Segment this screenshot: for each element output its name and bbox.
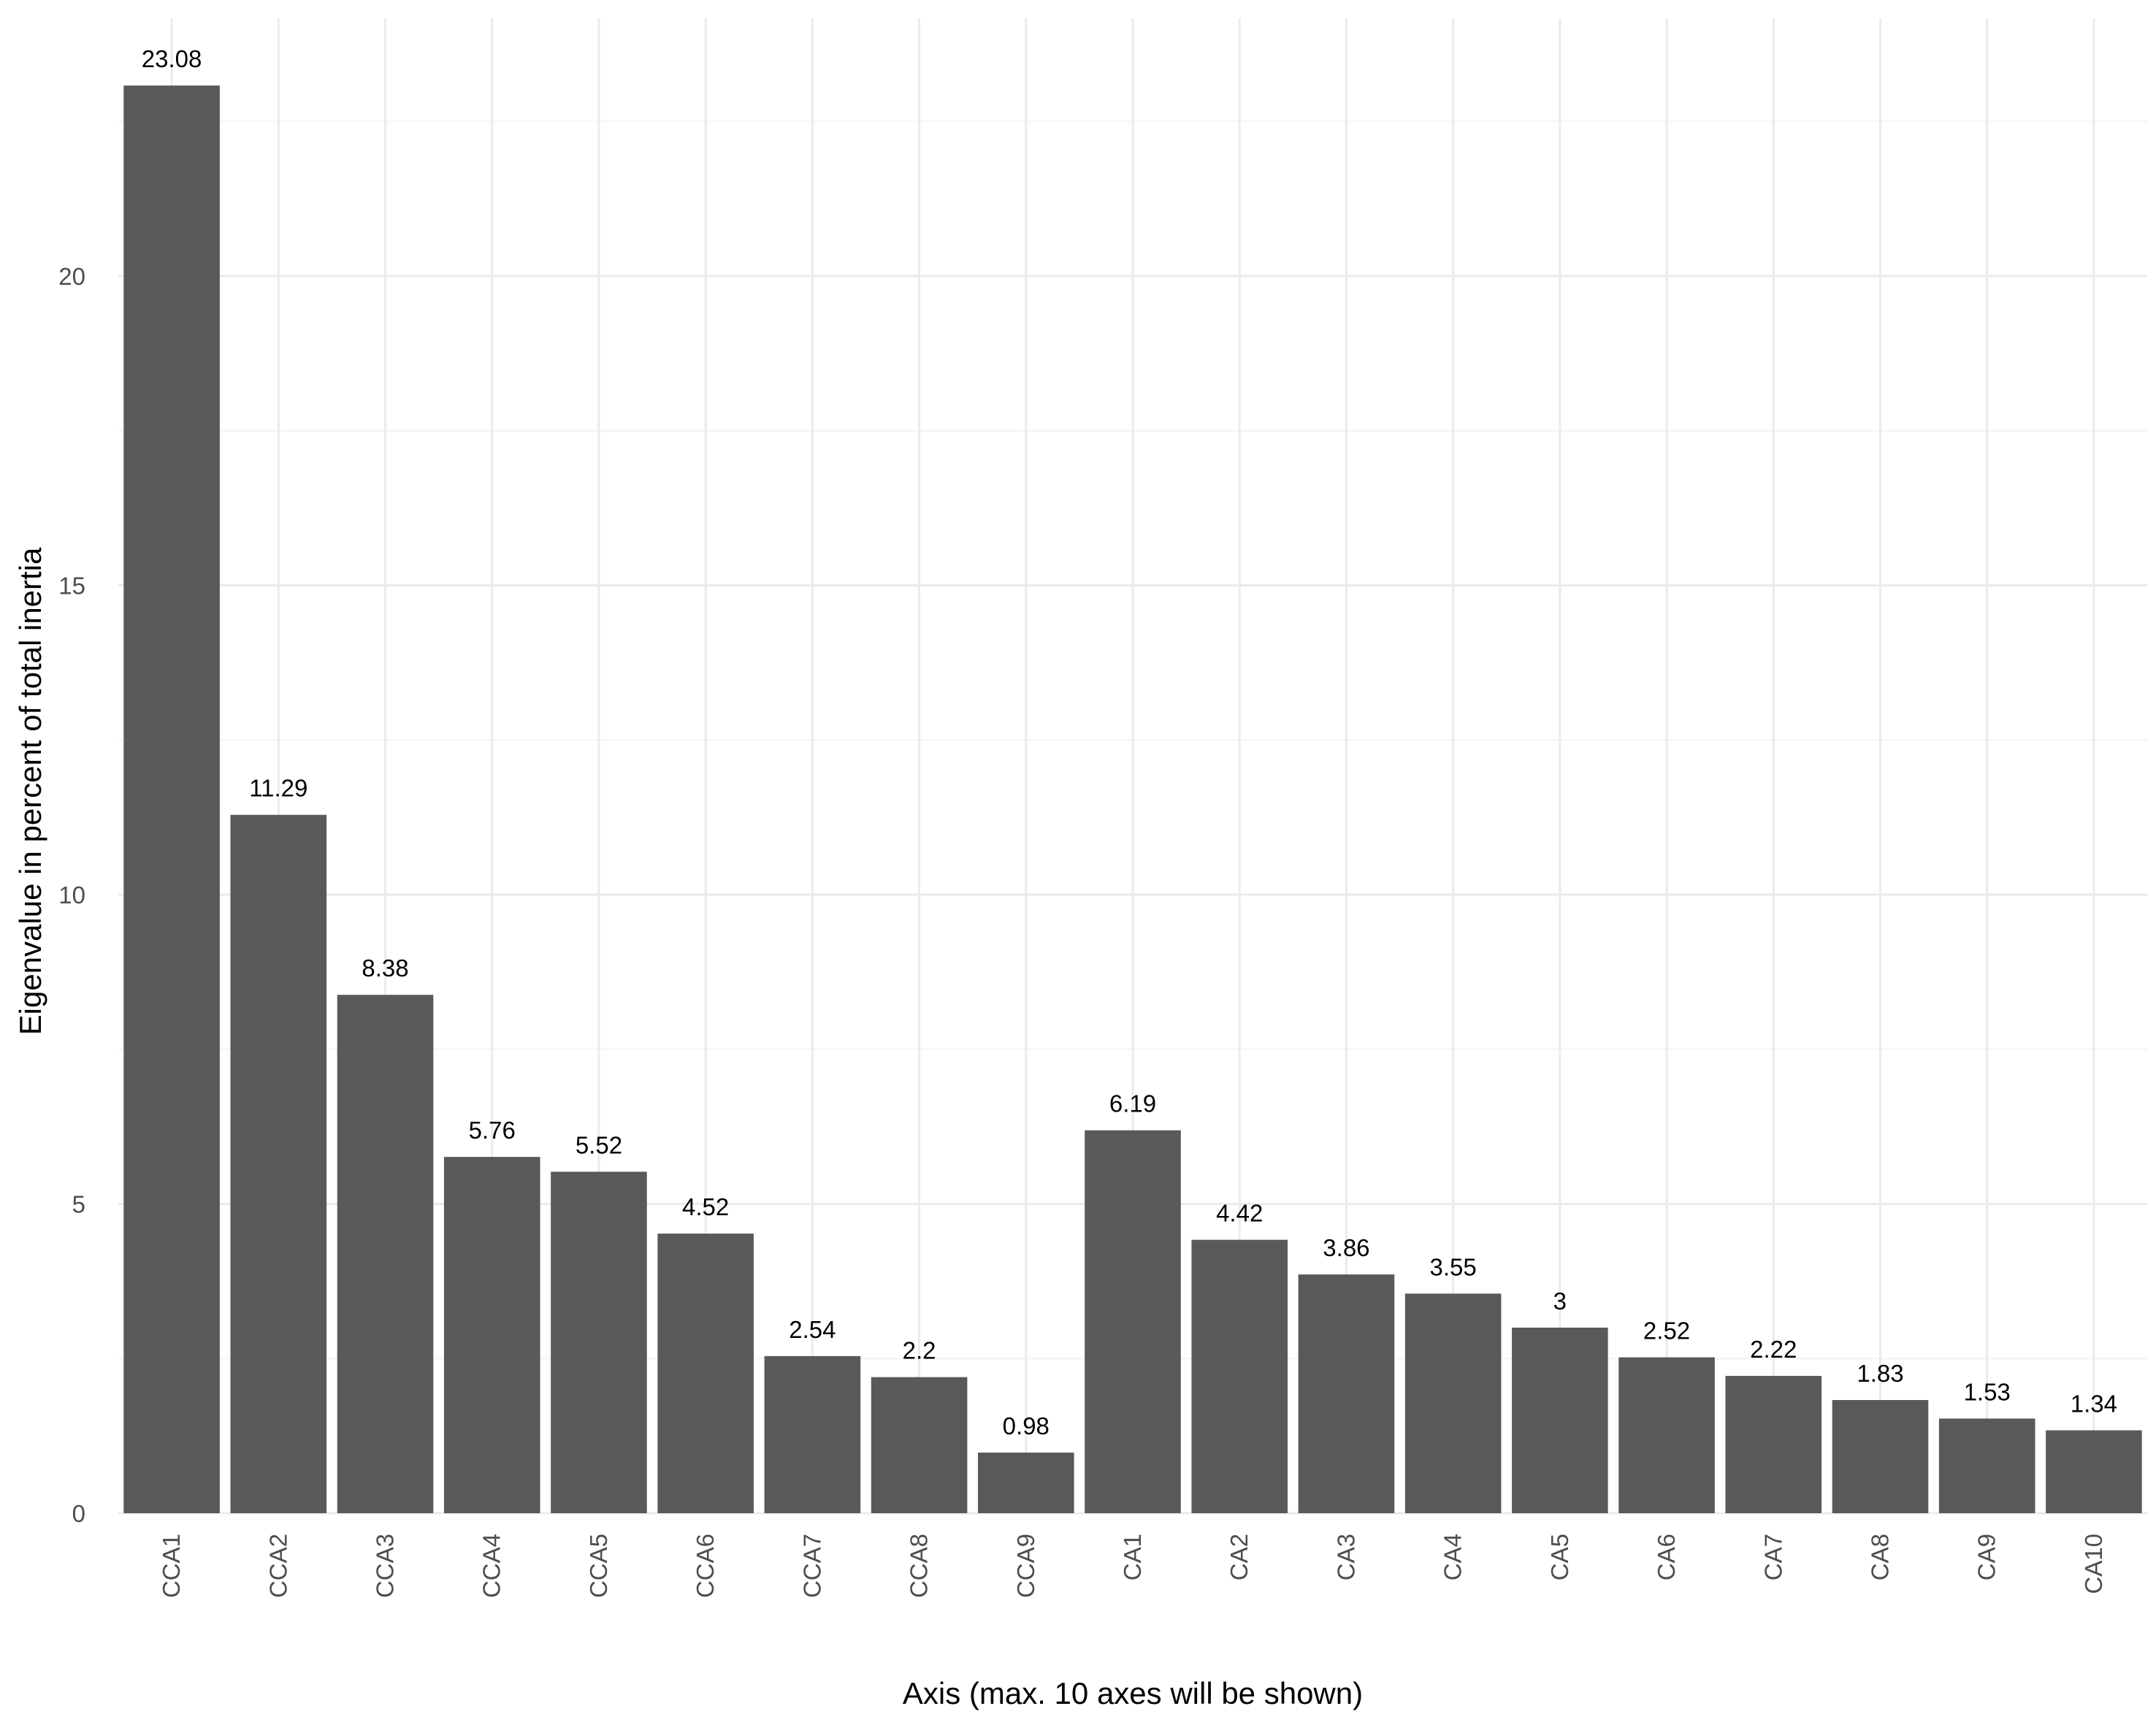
- bar-value-label: 23.08: [142, 45, 202, 72]
- x-tick-label: CA9: [1973, 1534, 2000, 1580]
- bar-cca3: [337, 995, 434, 1513]
- bar-ca5: [1512, 1327, 1608, 1513]
- x-tick-label: CA2: [1226, 1534, 1253, 1580]
- bar-cca4: [443, 1157, 540, 1513]
- x-tick-label: CCA6: [692, 1534, 719, 1598]
- bars: [123, 85, 2142, 1513]
- x-axis-title: Axis (max. 10 axes will be shown): [903, 1676, 1363, 1710]
- x-tick-label: CA1: [1119, 1534, 1146, 1580]
- bar-value-label: 6.19: [1109, 1090, 1156, 1117]
- bar-cca5: [551, 1171, 647, 1513]
- y-tick-label: 5: [72, 1191, 85, 1218]
- bar-value-label: 3: [1553, 1288, 1567, 1315]
- bar-value-label: 5.52: [576, 1131, 622, 1158]
- bar-value-labels: 23.08 11.29 8.38 5.76 5.52 4.52 2.54 2.2 0.98 6.1…: [142, 45, 2117, 1439]
- x-tick-label: CCA2: [264, 1534, 291, 1598]
- bar-ca1: [1085, 1130, 1181, 1513]
- bar-value-label: 4.52: [682, 1193, 729, 1220]
- bar-ca3: [1298, 1274, 1395, 1513]
- bar-ca8: [1832, 1399, 1929, 1513]
- bar-value-label: 4.42: [1216, 1200, 1263, 1227]
- bar-value-label: 2.2: [903, 1337, 936, 1364]
- x-tick-label: CA4: [1440, 1534, 1467, 1580]
- x-axis-tick-labels: CCA1 CCA2 CCA3 CCA4 CCA5 CCA6 CCA7 CCA8 CCA9 CA1 C…: [158, 1534, 2107, 1598]
- bar-value-label: 0.98: [1003, 1412, 1050, 1439]
- bar-value-label: 2.52: [1643, 1317, 1690, 1345]
- bar-value-label: 2.54: [789, 1316, 836, 1343]
- bar-value-label: 8.38: [362, 955, 408, 982]
- x-tick-label: CA5: [1546, 1534, 1573, 1580]
- bar-value-label: 1.34: [2071, 1391, 2117, 1418]
- x-tick-label: CA3: [1332, 1534, 1359, 1580]
- bar-cca1: [123, 85, 220, 1513]
- bar-cca2: [230, 814, 327, 1513]
- y-tick-label: 20: [58, 263, 85, 290]
- bar-cca8: [871, 1377, 968, 1513]
- x-tick-label: CA6: [1653, 1534, 1680, 1580]
- y-axis-tick-labels: 0 5 10 15 20: [58, 263, 85, 1527]
- bar-ca4: [1404, 1293, 1502, 1513]
- bar-value-label: 3.55: [1430, 1253, 1477, 1280]
- bar-ca9: [1938, 1418, 2035, 1513]
- x-tick-label: CCA8: [906, 1534, 933, 1598]
- bar-value-label: 11.29: [249, 775, 307, 802]
- bar-cca6: [657, 1233, 754, 1513]
- bar-ca7: [1725, 1375, 1822, 1513]
- bar-value-label: 1.53: [1964, 1378, 2011, 1405]
- y-axis-title: Eigenvalue in percent of total inertia: [13, 547, 47, 1035]
- bar-value-label: 3.86: [1323, 1234, 1369, 1261]
- bar-value-label: 1.83: [1857, 1360, 1903, 1387]
- y-tick-label: 10: [58, 881, 85, 909]
- x-tick-label: CA7: [1759, 1534, 1786, 1580]
- bar-ca10: [2046, 1430, 2142, 1513]
- bar-cca7: [764, 1355, 861, 1513]
- x-tick-label: CCA9: [1012, 1534, 1039, 1598]
- y-tick-label: 0: [72, 1500, 85, 1527]
- bar-ca6: [1618, 1357, 1715, 1513]
- x-tick-label: CA10: [2080, 1534, 2107, 1594]
- x-tick-label: CCA5: [585, 1534, 612, 1598]
- x-tick-label: CCA4: [478, 1534, 505, 1598]
- x-tick-label: CCA7: [798, 1534, 825, 1598]
- x-tick-label: CCA1: [158, 1534, 185, 1598]
- y-tick-label: 15: [58, 573, 85, 600]
- bar-value-label: 5.76: [469, 1117, 516, 1144]
- bar-cca9: [977, 1452, 1074, 1513]
- bar-value-label: 2.22: [1750, 1336, 1797, 1363]
- x-tick-label: CCA3: [372, 1534, 399, 1598]
- bar-ca2: [1191, 1239, 1288, 1513]
- x-tick-label: CA8: [1866, 1534, 1893, 1580]
